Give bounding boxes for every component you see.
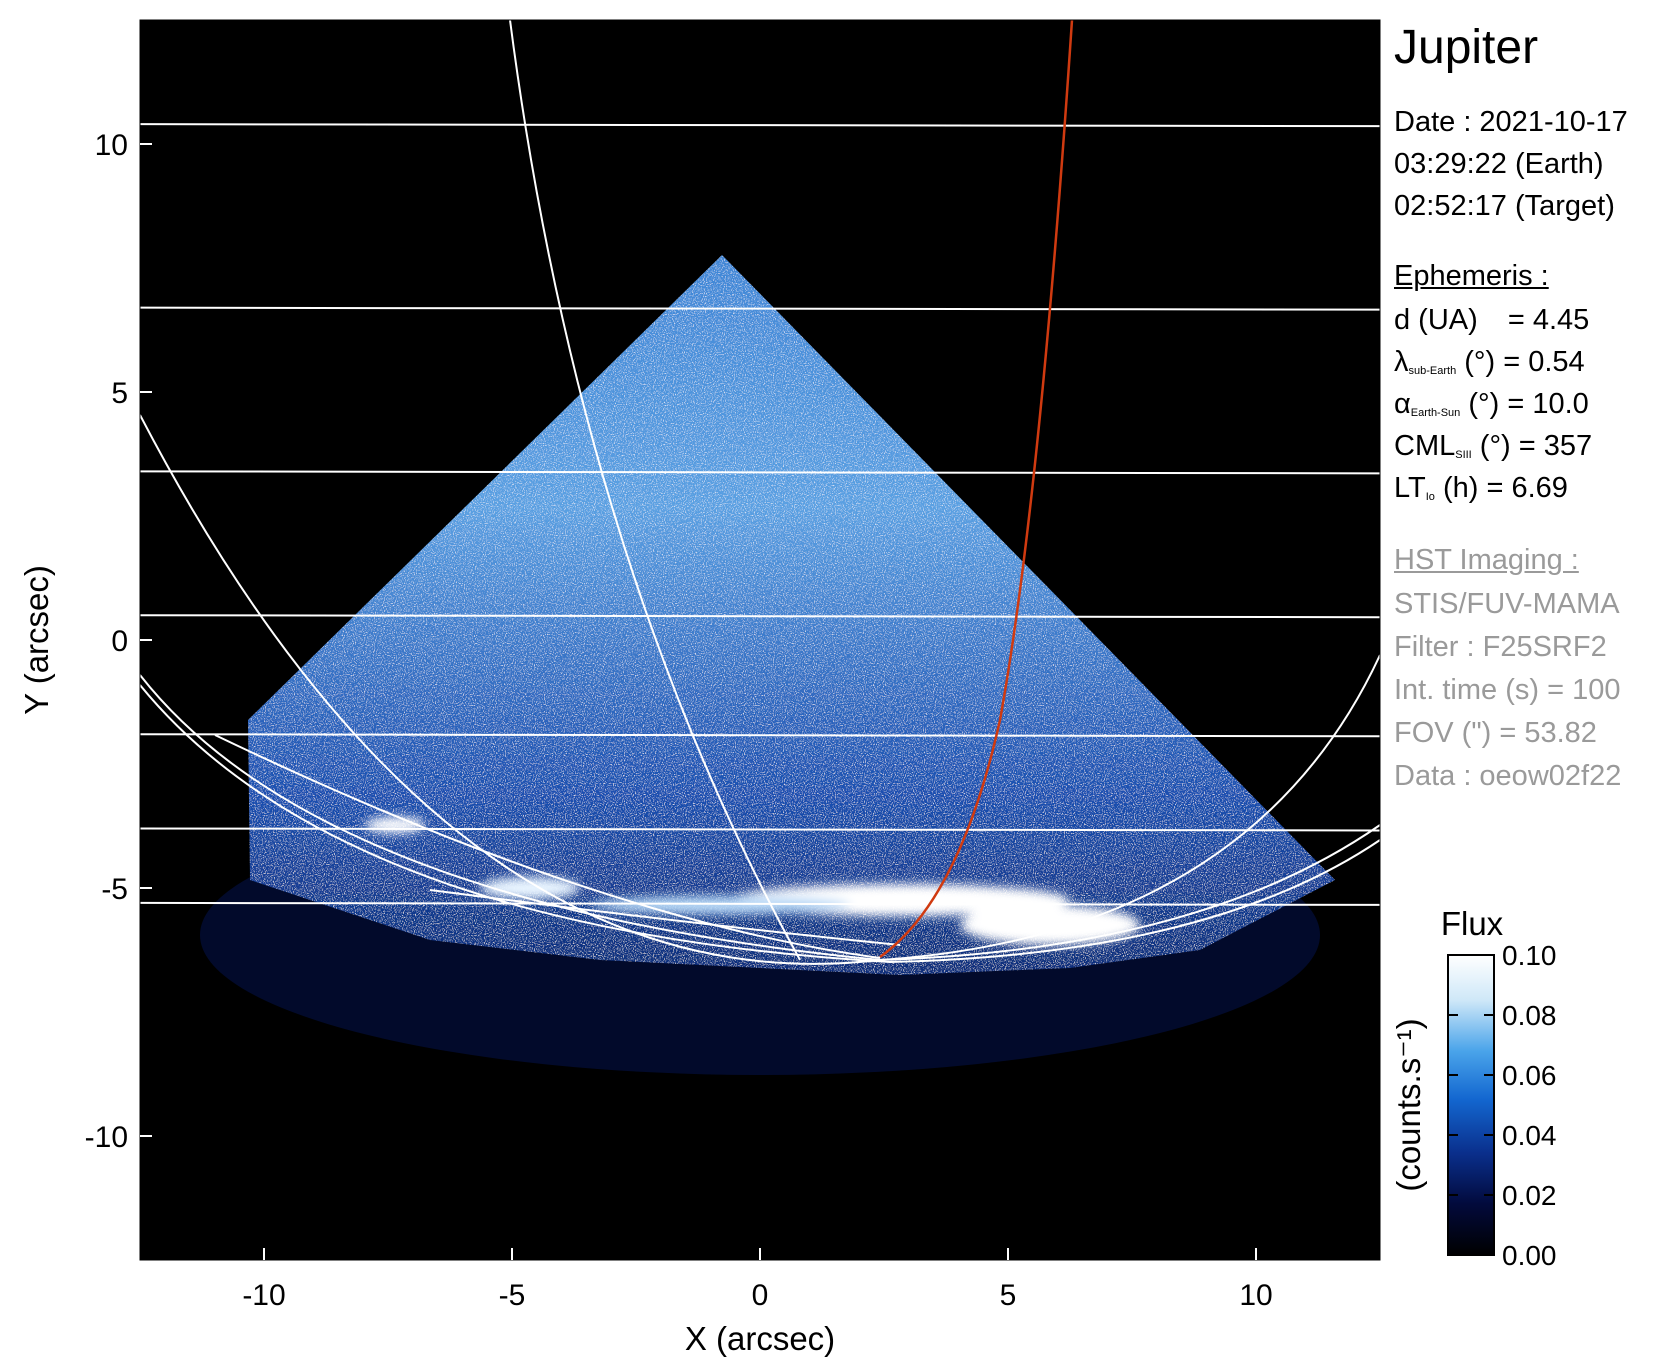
hst-row: FOV (") = 53.82 — [1394, 717, 1597, 749]
x-axis: -10 -5 0 5 10 — [242, 1248, 1273, 1312]
x-axis-label: X (arcsec) — [685, 1320, 835, 1357]
latitude-line — [140, 614, 1380, 619]
y-axis-label: Y (arcsec) — [18, 565, 55, 715]
ephemeris-row: λsub-Earth (°) = 0.54 — [1394, 348, 1585, 377]
limb-inner-1 — [140, 674, 1380, 962]
latitude-line — [140, 306, 1380, 311]
y-tick-label: -5 — [101, 873, 128, 906]
time-target: 02:52:17 (Target) — [1394, 190, 1615, 222]
date-line: Date : 2021-10-17 — [1394, 106, 1628, 138]
colorbar-title: Flux — [1441, 905, 1504, 942]
x-tick-label: 0 — [752, 1279, 769, 1312]
y-axis: -10 -5 0 5 10 — [85, 129, 152, 1154]
latitude-line — [140, 470, 1380, 475]
ephemeris-value: (h) = 6.69 — [1434, 472, 1568, 504]
oval-curve-2 — [429, 889, 901, 946]
hst-row: Filter : F25SRF2 — [1394, 631, 1607, 663]
ephemeris-subscript: Earth-Sun — [1410, 407, 1461, 419]
x-tick-label: -10 — [242, 1279, 285, 1312]
ephemeris-subscript: SIII — [1455, 449, 1472, 461]
colorbar-tick-label: 0.06 — [1502, 1060, 1557, 1091]
ephemeris-row: αEarth-Sun (°) = 10.0 — [1394, 390, 1589, 419]
colorbar-tick-label: 0.08 — [1502, 1000, 1557, 1031]
chart-title: Jupiter — [1394, 21, 1539, 74]
ephemeris-row: LTIo (h) = 6.69 — [1394, 474, 1568, 503]
latitude-line — [140, 827, 1380, 832]
colorbar-tick-label: 0.00 — [1502, 1240, 1557, 1271]
colorbar-tick-label: 0.04 — [1502, 1120, 1557, 1151]
x-tick-label: -5 — [499, 1279, 526, 1312]
ephemeris-subscript: Io — [1425, 491, 1435, 503]
limb-curve — [140, 414, 1380, 965]
ephemeris-value: = 4.45 — [1499, 304, 1590, 336]
hst-row: Data : oeow02f22 — [1394, 760, 1622, 792]
latitude-grid — [140, 123, 1380, 906]
colorbar-unit-label: (counts.s⁻¹) — [1390, 1018, 1427, 1191]
ephemeris-value: (°) = 0.54 — [1456, 346, 1585, 378]
ephemeris-subscript: sub-Earth — [1408, 365, 1457, 377]
ephemeris-symbol: d (UA) — [1394, 304, 1478, 336]
x-tick-label: 5 — [1000, 1279, 1017, 1312]
limb-inner-2 — [140, 684, 1380, 964]
y-tick-label: 0 — [111, 625, 128, 658]
colorbar-ticks: 0.10 0.08 0.06 0.04 0.02 0.00 — [1448, 940, 1557, 1271]
ephemeris-heading: Ephemeris : — [1394, 260, 1549, 292]
ephemeris-symbol: LT — [1394, 472, 1426, 504]
ephemeris-value: (°) = 357 — [1471, 430, 1593, 462]
colorbar-tick-label: 0.10 — [1502, 940, 1557, 971]
latitude-line — [140, 123, 1380, 128]
highlighted-meridian — [879, 20, 1074, 959]
hst-heading: HST Imaging : — [1394, 544, 1579, 576]
time-earth: 03:29:22 (Earth) — [1394, 148, 1604, 180]
hst-row: STIS/FUV-MAMA — [1394, 588, 1620, 620]
ephemeris-symbol: λ — [1394, 346, 1409, 378]
colorbar-scale — [1447, 954, 1495, 1256]
oval-curve-1 — [214, 734, 881, 959]
y-tick-label: 5 — [111, 377, 128, 410]
ephemeris-row: d (UA) = 4.45 — [1394, 306, 1589, 335]
x-tick-label: 10 — [1239, 1279, 1272, 1312]
latitude-line — [140, 901, 1380, 906]
ephemeris-symbol: CML — [1394, 430, 1456, 462]
ephemeris-row: CMLSIII (°) = 357 — [1394, 432, 1592, 461]
ephemeris-value: (°) = 10.0 — [1460, 388, 1589, 420]
latitude-line — [140, 733, 1380, 738]
meridian-grid — [140, 20, 1380, 965]
ephemeris-symbol: α — [1394, 388, 1411, 420]
colorbar-tick-label: 0.02 — [1502, 1180, 1557, 1211]
hst-row: Int. time (s) = 100 — [1394, 674, 1621, 706]
meridian-curve-1 — [509, 20, 801, 961]
image-wedge — [248, 255, 1335, 975]
y-tick-label: 10 — [95, 129, 128, 162]
y-tick-label: -10 — [85, 1121, 128, 1154]
